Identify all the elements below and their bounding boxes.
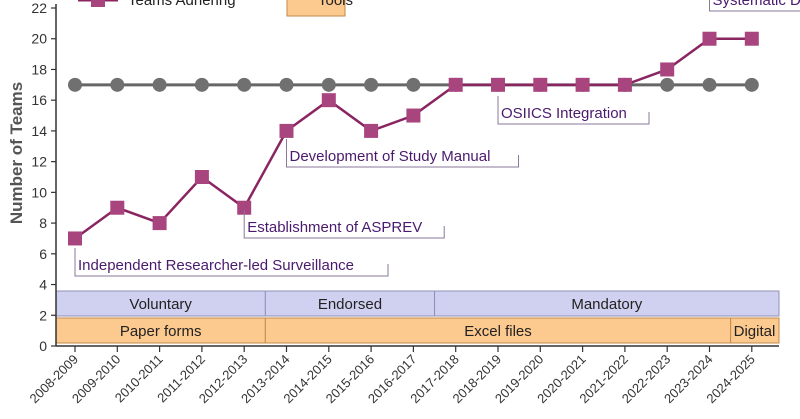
reference-marker <box>279 77 294 92</box>
teams-adhering-marker <box>152 216 167 231</box>
teams-adhering-marker <box>68 231 82 246</box>
teams-adhering-marker <box>406 108 421 123</box>
y-tick-label: 2 <box>39 307 47 323</box>
legend-series-marker <box>91 0 105 7</box>
teams-adhering-marker <box>448 77 463 92</box>
teams-adhering-marker <box>194 170 209 184</box>
reference-marker <box>406 77 421 92</box>
reference-marker <box>194 77 209 92</box>
series-teams-adhering-line <box>74 37 752 240</box>
reference-marker <box>237 77 252 92</box>
band-tools-segment <box>55 317 266 344</box>
y-tick-label: 8 <box>39 215 47 231</box>
band-policy-label: Mandatory <box>571 296 642 313</box>
y-axis-title: Number of Teams <box>7 82 26 224</box>
annotation-bracket <box>286 139 519 168</box>
teams-adhering-marker <box>279 123 294 138</box>
band-tools-label: Excel files <box>464 323 532 340</box>
y-tick-label: 12 <box>31 154 47 170</box>
annotation-bracket <box>74 248 389 277</box>
y-tick-label: 6 <box>39 246 47 262</box>
teams-adhering-marker <box>533 77 548 92</box>
annotation-label: OSIICS Integration <box>501 105 627 122</box>
teams-adhering-marker <box>575 77 590 92</box>
reference-marker <box>702 77 717 92</box>
teams-adhering-marker <box>491 77 505 92</box>
teams-adhering-marker <box>110 200 125 215</box>
teams-adhering-marker <box>237 200 252 215</box>
reference-marker <box>68 77 82 92</box>
reference-marker <box>364 77 379 92</box>
y-tick-label: 18 <box>31 61 47 77</box>
teams-adhering-marker <box>364 123 379 138</box>
band-tools-segment <box>264 317 732 344</box>
reference-marker <box>110 77 125 92</box>
teams-adhering-marker <box>702 31 717 46</box>
annotation-label: Systematic Data Quality Control <box>713 0 800 9</box>
y-tick-label: 0 <box>39 338 47 354</box>
band-policy-label: Endorsed <box>318 296 382 313</box>
band-tools-segment <box>730 317 780 344</box>
reference-marker <box>744 77 759 92</box>
annotation-bracket <box>497 96 650 125</box>
y-tick-label: 16 <box>31 92 47 108</box>
reference-marker <box>660 77 675 92</box>
legend-tools-swatch <box>286 0 346 17</box>
teams-adhering-marker <box>744 31 759 46</box>
band-tools-label: Paper forms <box>120 323 202 340</box>
legend-series-label: Teams Adhering <box>128 0 236 9</box>
annotation-label: Independent Researcher-led Surveillance <box>78 257 354 274</box>
reference-marker <box>321 77 336 92</box>
annotation-label: Establishment of ASPREV <box>247 219 422 236</box>
band-tools-label: Digital <box>734 323 776 340</box>
y-tick-label: 22 <box>31 0 47 16</box>
reference-marker <box>152 77 167 92</box>
teams-adhering-marker <box>321 93 336 108</box>
band-policy-segment <box>434 290 780 317</box>
y-tick-label: 4 <box>39 277 47 293</box>
y-tick-label: 14 <box>31 123 47 139</box>
band-policy-label: Voluntary <box>129 296 192 313</box>
y-tick-label: 20 <box>31 31 47 47</box>
band-policy-segment <box>264 290 436 317</box>
legend-tools-label: Tools <box>318 0 353 9</box>
teams-adhering-marker <box>617 77 632 92</box>
legend: Teams Adhering Tools <box>78 0 353 17</box>
annotation-label: Development of Study Manual <box>290 148 491 165</box>
y-tick-label: 10 <box>31 184 47 200</box>
teams-adhering-marker <box>660 62 675 77</box>
annotation-bracket <box>243 210 445 239</box>
